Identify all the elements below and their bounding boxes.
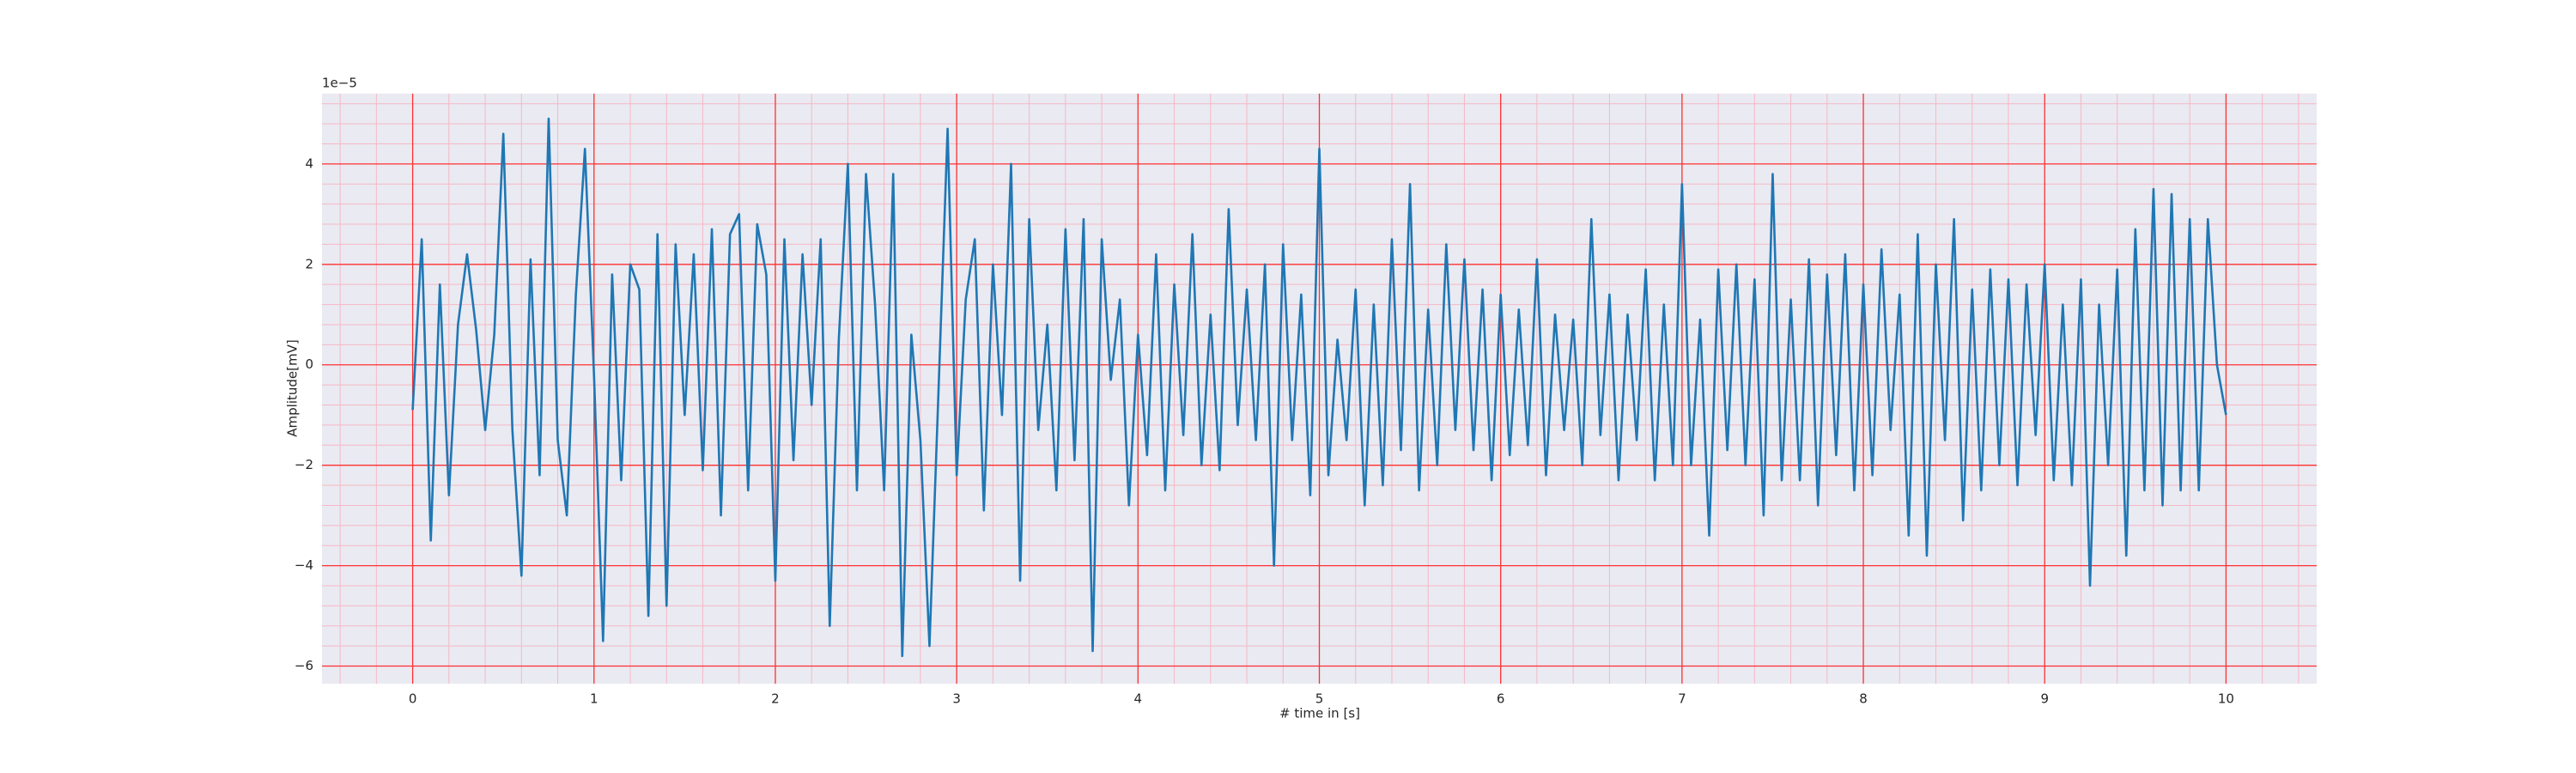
- x-tick-label: 0: [409, 691, 417, 707]
- x-tick-label: 7: [1678, 691, 1686, 707]
- y-offset-label: 1e−5: [322, 76, 357, 91]
- y-tick-label: 2: [305, 256, 313, 271]
- x-tick-label: 3: [952, 691, 961, 707]
- x-tick-label: 8: [1859, 691, 1868, 707]
- y-tick-label: −6: [295, 658, 313, 673]
- x-tick-label: 4: [1134, 691, 1143, 707]
- x-tick-label: 1: [590, 691, 598, 707]
- data-line: [411, 117, 2227, 658]
- y-tick-label: 0: [305, 356, 313, 372]
- x-tick-label: 2: [771, 691, 780, 707]
- y-tick-label: 4: [305, 155, 313, 171]
- x-axis-label: # time in [s]: [1279, 706, 1360, 721]
- y-tick-label: −2: [295, 457, 313, 472]
- y-axis-label: Amplitude[mV]: [285, 339, 301, 436]
- x-tick-label: 10: [2218, 691, 2234, 707]
- x-tick-label: 6: [1497, 691, 1505, 707]
- y-tick-label: −4: [295, 557, 313, 573]
- x-tick-label: 5: [1315, 691, 1324, 707]
- x-tick-label: 9: [2040, 691, 2049, 707]
